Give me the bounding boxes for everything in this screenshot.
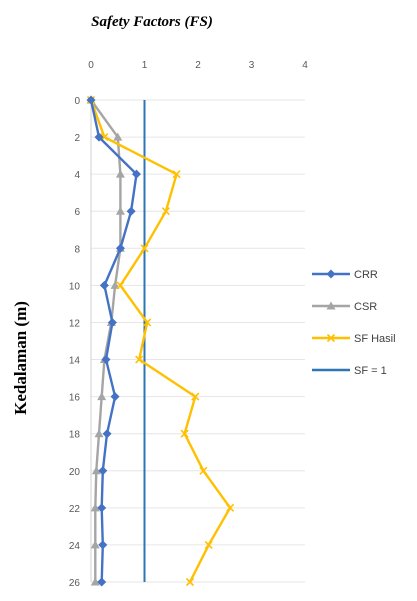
data-point-sf-hasil: [204, 540, 213, 549]
x-tick-label: 1: [142, 60, 148, 71]
data-point-crr: [94, 132, 104, 142]
y-tick-label: 10: [69, 281, 81, 292]
y-tick-label: 26: [69, 578, 81, 589]
data-point-sf-hasil: [226, 503, 235, 512]
data-point-crr: [97, 503, 107, 513]
data-point-csr: [91, 466, 101, 475]
legend-marker: [326, 269, 336, 279]
legend-item-sf-1: SF = 1: [312, 365, 387, 377]
data-point-crr: [131, 169, 141, 179]
x-tick-label: 3: [249, 60, 255, 71]
y-tick-label: 6: [74, 207, 80, 218]
x-tick-label: 2: [195, 60, 201, 71]
legend-item-csr: CSR: [312, 301, 377, 313]
data-point-sf-hasil: [191, 392, 200, 401]
data-point-crr: [110, 392, 120, 402]
legend-label: CSR: [354, 301, 377, 313]
data-point-sf-hasil: [135, 355, 144, 364]
legend-label: SF Hasil: [354, 333, 396, 345]
series-line-crr: [89, 99, 138, 583]
y-tick-label: 12: [69, 318, 81, 329]
data-point-crr: [98, 540, 108, 550]
data-point-csr: [115, 206, 125, 215]
series-line-csr: [90, 99, 122, 582]
data-point-crr: [99, 280, 109, 290]
y-axis-label: Kedalaman (m): [11, 301, 30, 415]
y-tick-label: 2: [74, 133, 80, 144]
gridlines: [91, 99, 305, 583]
y-tick-label: 8: [74, 244, 80, 255]
legend-item-crr: CRR: [312, 269, 378, 281]
data-point-csr: [110, 280, 120, 289]
y-tick-label: 20: [69, 467, 81, 478]
data-point-sf-hasil: [161, 207, 170, 216]
data-point-crr: [126, 206, 136, 216]
y-tick-label: 16: [69, 393, 81, 404]
data-point-sf-hasil: [172, 170, 181, 179]
y-tick-label: 24: [69, 541, 81, 552]
legend-label: CRR: [354, 269, 378, 281]
series-line-sf-hasil: [89, 99, 232, 583]
data-point-crr: [115, 243, 125, 253]
data-point-crr: [97, 577, 107, 587]
data-point-sf-hasil: [180, 429, 189, 438]
legend-marker: [326, 333, 336, 343]
chart-title: Safety Factors (FS): [91, 14, 213, 30]
x-tick-label: 0: [88, 60, 94, 71]
data-point-csr: [90, 540, 100, 549]
data-point-crr: [98, 466, 108, 476]
data-point-sf-hasil: [199, 466, 208, 475]
data-point-crr: [101, 355, 111, 365]
x-tick-labels: 0 1 2 3 4: [88, 60, 308, 71]
data-point-csr: [97, 392, 107, 401]
data-point-csr: [115, 169, 125, 178]
data-point-crr: [107, 317, 117, 327]
legend-item-sf-hasil: SF Hasil: [312, 333, 396, 345]
data-point-csr: [90, 503, 100, 512]
data-point-crr: [102, 429, 112, 439]
series-crr: [86, 95, 141, 587]
y-tick-label: 18: [69, 430, 81, 441]
y-tick-label: 14: [69, 356, 81, 367]
data-point-sf-hasil: [185, 577, 195, 587]
y-tick-label: 4: [74, 170, 80, 181]
legend-marker: [326, 301, 336, 310]
series-csr: [86, 95, 125, 586]
data-point-sf-hasil: [116, 281, 125, 290]
data-point-sf-hasil: [140, 244, 149, 253]
x-tick-label: 4: [302, 60, 308, 71]
data-point-csr: [90, 577, 100, 586]
data-point-crr: [86, 95, 96, 105]
data-point-csr: [113, 132, 123, 141]
data-point-sf-hasil: [143, 318, 152, 327]
legend: CRR CSR SF Hasil SF = 1: [312, 269, 396, 377]
y-tick-label: 22: [69, 504, 81, 515]
y-tick-label: 0: [74, 96, 80, 107]
series-sf-hasil: [86, 95, 235, 587]
legend-label: SF = 1: [354, 365, 387, 377]
series-group: [86, 95, 235, 587]
data-point-csr: [94, 429, 104, 438]
